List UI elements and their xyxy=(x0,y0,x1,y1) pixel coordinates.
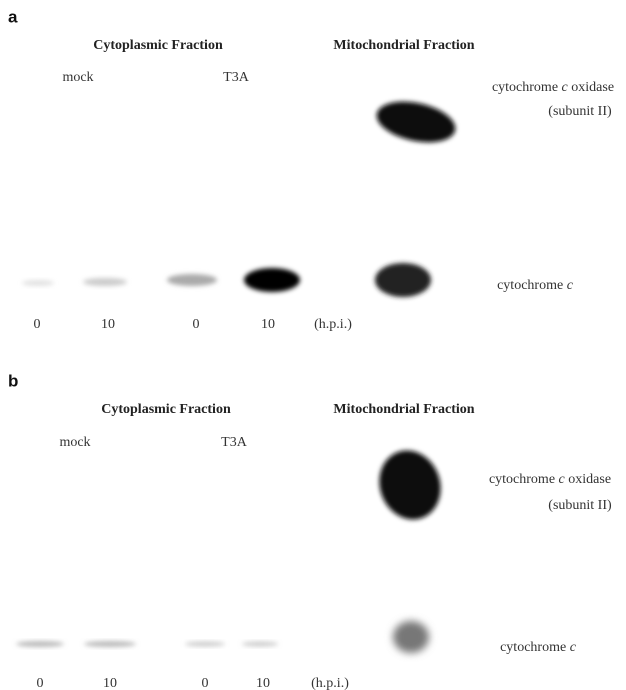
text: c xyxy=(567,278,574,293)
text: cytochrome xyxy=(489,472,555,487)
lane-label: (h.p.i.) xyxy=(314,317,352,332)
figure: a Cytoplasmic Fraction Mitochondrial Fra… xyxy=(0,0,626,690)
band xyxy=(375,263,431,297)
band xyxy=(22,280,54,286)
lane-label: 0 xyxy=(202,676,209,690)
band-label: cytochrome c oxidase xyxy=(492,80,614,95)
group-label: T3A xyxy=(221,435,248,450)
lane-label: 10 xyxy=(261,317,275,332)
band xyxy=(167,274,217,286)
text: oxidase xyxy=(571,80,614,95)
panel-letter: b xyxy=(8,371,18,390)
band xyxy=(84,641,136,647)
group-label: mock xyxy=(59,435,90,450)
text: c xyxy=(562,80,569,95)
band xyxy=(244,268,300,292)
text: cytochrome xyxy=(492,80,558,95)
group-label: T3A xyxy=(223,70,250,85)
lane-label: 10 xyxy=(103,676,117,690)
band xyxy=(393,621,429,653)
header: Mitochondrial Fraction xyxy=(333,402,474,417)
lane-label: 0 xyxy=(37,676,44,690)
band xyxy=(83,278,127,286)
band-label: cytochrome c oxidase xyxy=(489,472,611,487)
lane-label: 10 xyxy=(256,676,270,690)
band-label: (subunit II) xyxy=(548,104,612,119)
lane-label: 0 xyxy=(193,317,200,332)
panel-letter: a xyxy=(8,7,18,26)
background xyxy=(0,0,626,690)
lane-label: (h.p.i.) xyxy=(311,676,349,690)
text: c xyxy=(559,472,566,487)
band-label: cytochrome c xyxy=(500,640,577,655)
group-label: mock xyxy=(62,70,93,85)
band-label: (subunit II) xyxy=(548,498,612,513)
text: c xyxy=(570,640,577,655)
band xyxy=(242,642,278,647)
lane-label: 10 xyxy=(101,317,115,332)
text: cytochrome xyxy=(497,278,563,293)
band xyxy=(16,641,64,647)
text: oxidase xyxy=(568,472,611,487)
band-label: cytochrome c xyxy=(497,278,574,293)
header: Cytoplasmic Fraction xyxy=(101,402,231,417)
text: cytochrome xyxy=(500,640,566,655)
header: Mitochondrial Fraction xyxy=(333,38,474,53)
lane-label: 0 xyxy=(34,317,41,332)
band xyxy=(185,642,225,647)
header: Cytoplasmic Fraction xyxy=(93,38,223,53)
